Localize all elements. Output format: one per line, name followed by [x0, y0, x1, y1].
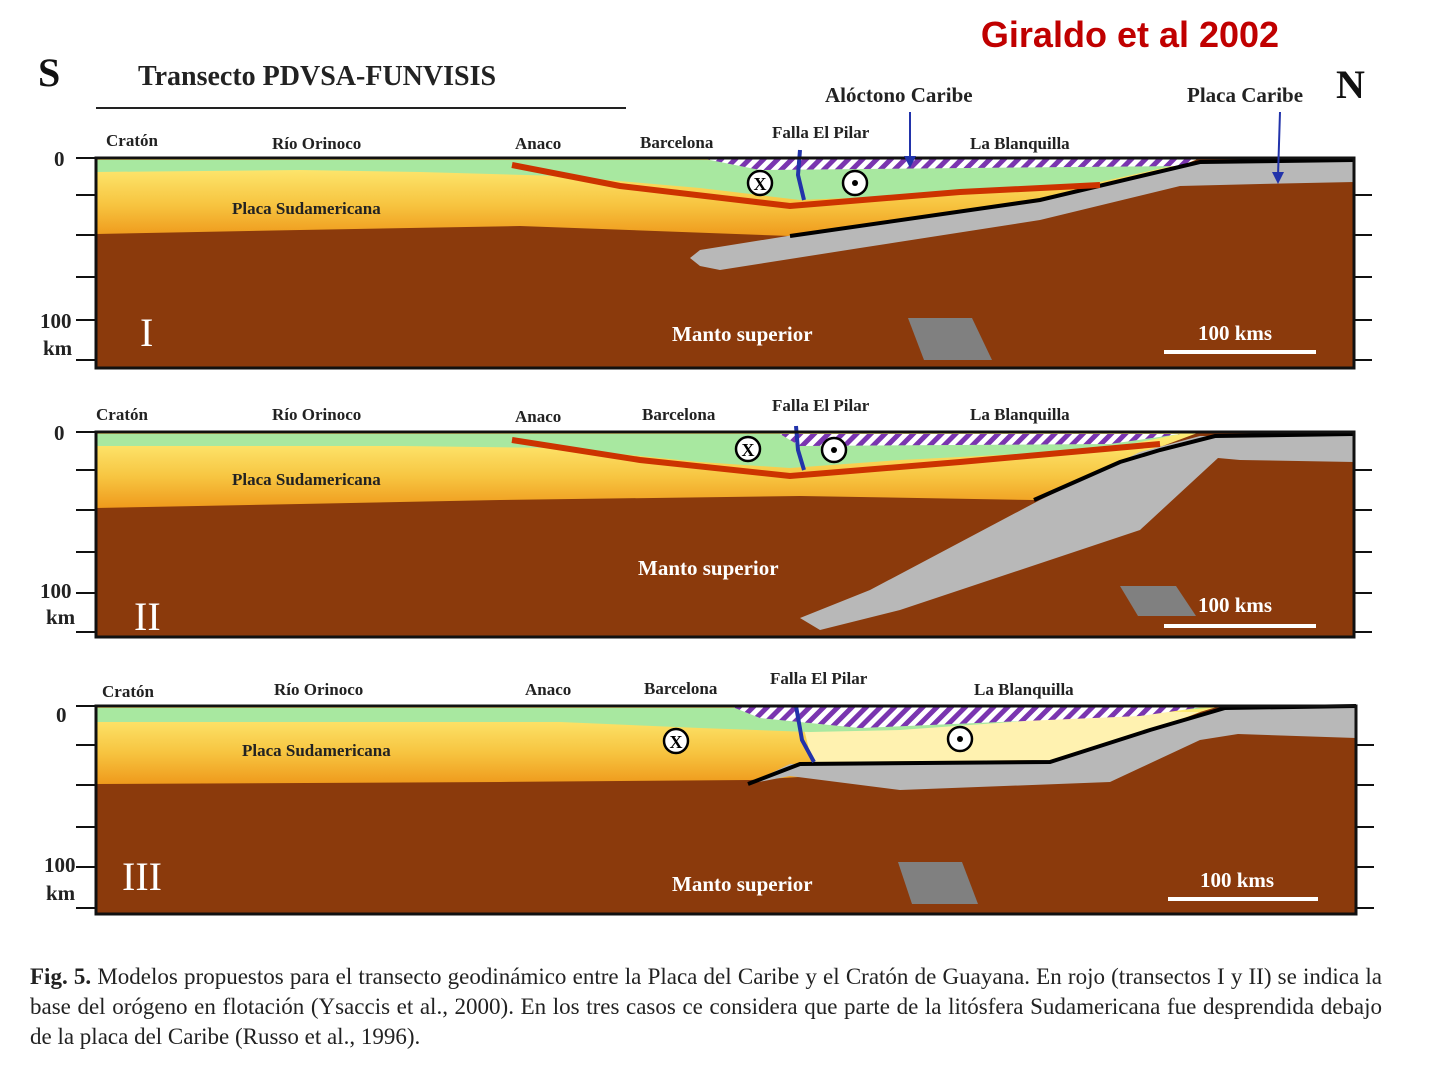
orogen-base-1 [511, 162, 1101, 210]
depth-ticks-2 [76, 431, 1372, 633]
place-anaco-2: Anaco [515, 407, 561, 426]
into-page-symbol-1 [746, 169, 774, 197]
allochthon-1 [700, 158, 1200, 170]
allochthon-label: Alóctono Caribe [825, 83, 973, 107]
panel-3: X [76, 704, 1374, 916]
caribbean-slab-2 [800, 436, 1354, 630]
place-pilar-3: Falla El Pilar [770, 669, 868, 688]
place-craton-3: Cratón [102, 682, 154, 701]
author-label: Giraldo et al 2002 [981, 14, 1279, 55]
depth-unit-3: km [46, 881, 76, 905]
caribbean-plate-label: Placa Caribe [1187, 83, 1303, 107]
mantle-label-3: Manto superior [672, 872, 813, 896]
place-craton-1: Cratón [106, 131, 158, 150]
into-page-symbol-2 [734, 435, 762, 463]
south-label: S [38, 50, 60, 95]
depth-unit-1: km [43, 336, 73, 360]
fault-3 [794, 705, 816, 763]
panel-1: X [76, 149, 1372, 370]
place-barcelona-2: Barcelona [642, 405, 716, 424]
depth-bottom-3: 100 [44, 853, 76, 877]
place-anaco-1: Anaco [515, 134, 561, 153]
depth-ticks-3 [76, 705, 1374, 909]
plate-label-2: Placa Sudamericana [232, 470, 381, 489]
mantle-label-2: Manto superior [638, 556, 779, 580]
caribbean-slab-1 [690, 162, 1354, 270]
into-page-mark-2: X [742, 440, 755, 460]
plate-label-3: Placa Sudamericana [242, 741, 391, 760]
scale-label-2: 100 kms [1198, 593, 1272, 617]
caribbean-arrow [1277, 111, 1281, 177]
depth-top-2: 0 [54, 421, 65, 445]
subduction-line-2 [1033, 432, 1355, 502]
subduction-line-1 [789, 158, 1355, 238]
allochthon-3 [730, 706, 1210, 728]
into-page-mark-3: X [670, 732, 683, 752]
out-page-dot-1 [852, 180, 858, 186]
sediment-1 [96, 160, 1190, 200]
depth-bottom-2: 100 [40, 579, 72, 603]
place-blanquilla-3: La Blanquilla [974, 680, 1074, 699]
place-orinoco-2: Río Orinoco [272, 405, 361, 424]
depth-ticks-1 [76, 157, 1372, 361]
scale-block-2 [1120, 586, 1196, 616]
allochthon-arrowhead [904, 156, 916, 168]
subduction-line-3 [747, 704, 1357, 786]
place-orinoco-1: Río Orinoco [272, 134, 361, 153]
transect-title: Transecto PDVSA-FUNVISIS [138, 61, 496, 92]
caribbean-arrowhead [1272, 172, 1284, 184]
into-page-mark-1: X [754, 174, 767, 194]
frame-1 [94, 156, 1356, 370]
roman-3: III [122, 854, 162, 899]
depth-bottom-1: 100 [40, 309, 72, 333]
roman-2: II [134, 594, 161, 639]
scale-label-3: 100 kms [1200, 868, 1274, 892]
out-page-dot-3 [957, 736, 963, 742]
place-blanquilla-2: La Blanquilla [970, 405, 1070, 424]
frame-3 [94, 704, 1358, 916]
into-page-symbol-3 [662, 727, 690, 755]
orogen-base-2 [511, 437, 1161, 480]
plate-label-1: Placa Sudamericana [232, 199, 381, 218]
mantle-label-1: Manto superior [672, 322, 813, 346]
panel-2: X [76, 425, 1372, 639]
place-anaco-3: Anaco [525, 680, 571, 699]
caption-label: Fig. 5. [30, 964, 92, 989]
place-blanquilla-1: La Blanquilla [970, 134, 1070, 153]
depth-top-3: 0 [56, 703, 67, 727]
scale-block-3 [898, 862, 978, 904]
frame-2 [94, 430, 1356, 639]
caption-text: Modelos propuestos para el transecto geo… [30, 964, 1383, 1049]
depth-unit-2: km [46, 605, 76, 629]
place-pilar-2: Falla El Pilar [772, 396, 870, 415]
fault-2 [794, 425, 806, 471]
scale-block-1 [908, 318, 992, 360]
place-craton-2: Cratón [96, 405, 148, 424]
place-pilar-1: Falla El Pilar [772, 123, 870, 142]
place-barcelona-3: Barcelona [644, 679, 718, 698]
place-barcelona-1: Barcelona [640, 133, 714, 152]
north-label: N [1336, 62, 1365, 107]
place-orinoco-3: Río Orinoco [274, 680, 363, 699]
depth-top-1: 0 [54, 147, 65, 171]
figure-caption: Fig. 5. Modelos propuestos para el trans… [30, 962, 1382, 1052]
allochthon-2 [780, 434, 1180, 446]
scale-label-1: 100 kms [1198, 321, 1272, 345]
out-page-dot-2 [831, 447, 837, 453]
roman-1: I [140, 310, 153, 355]
caribbean-slab-3 [748, 708, 1356, 790]
